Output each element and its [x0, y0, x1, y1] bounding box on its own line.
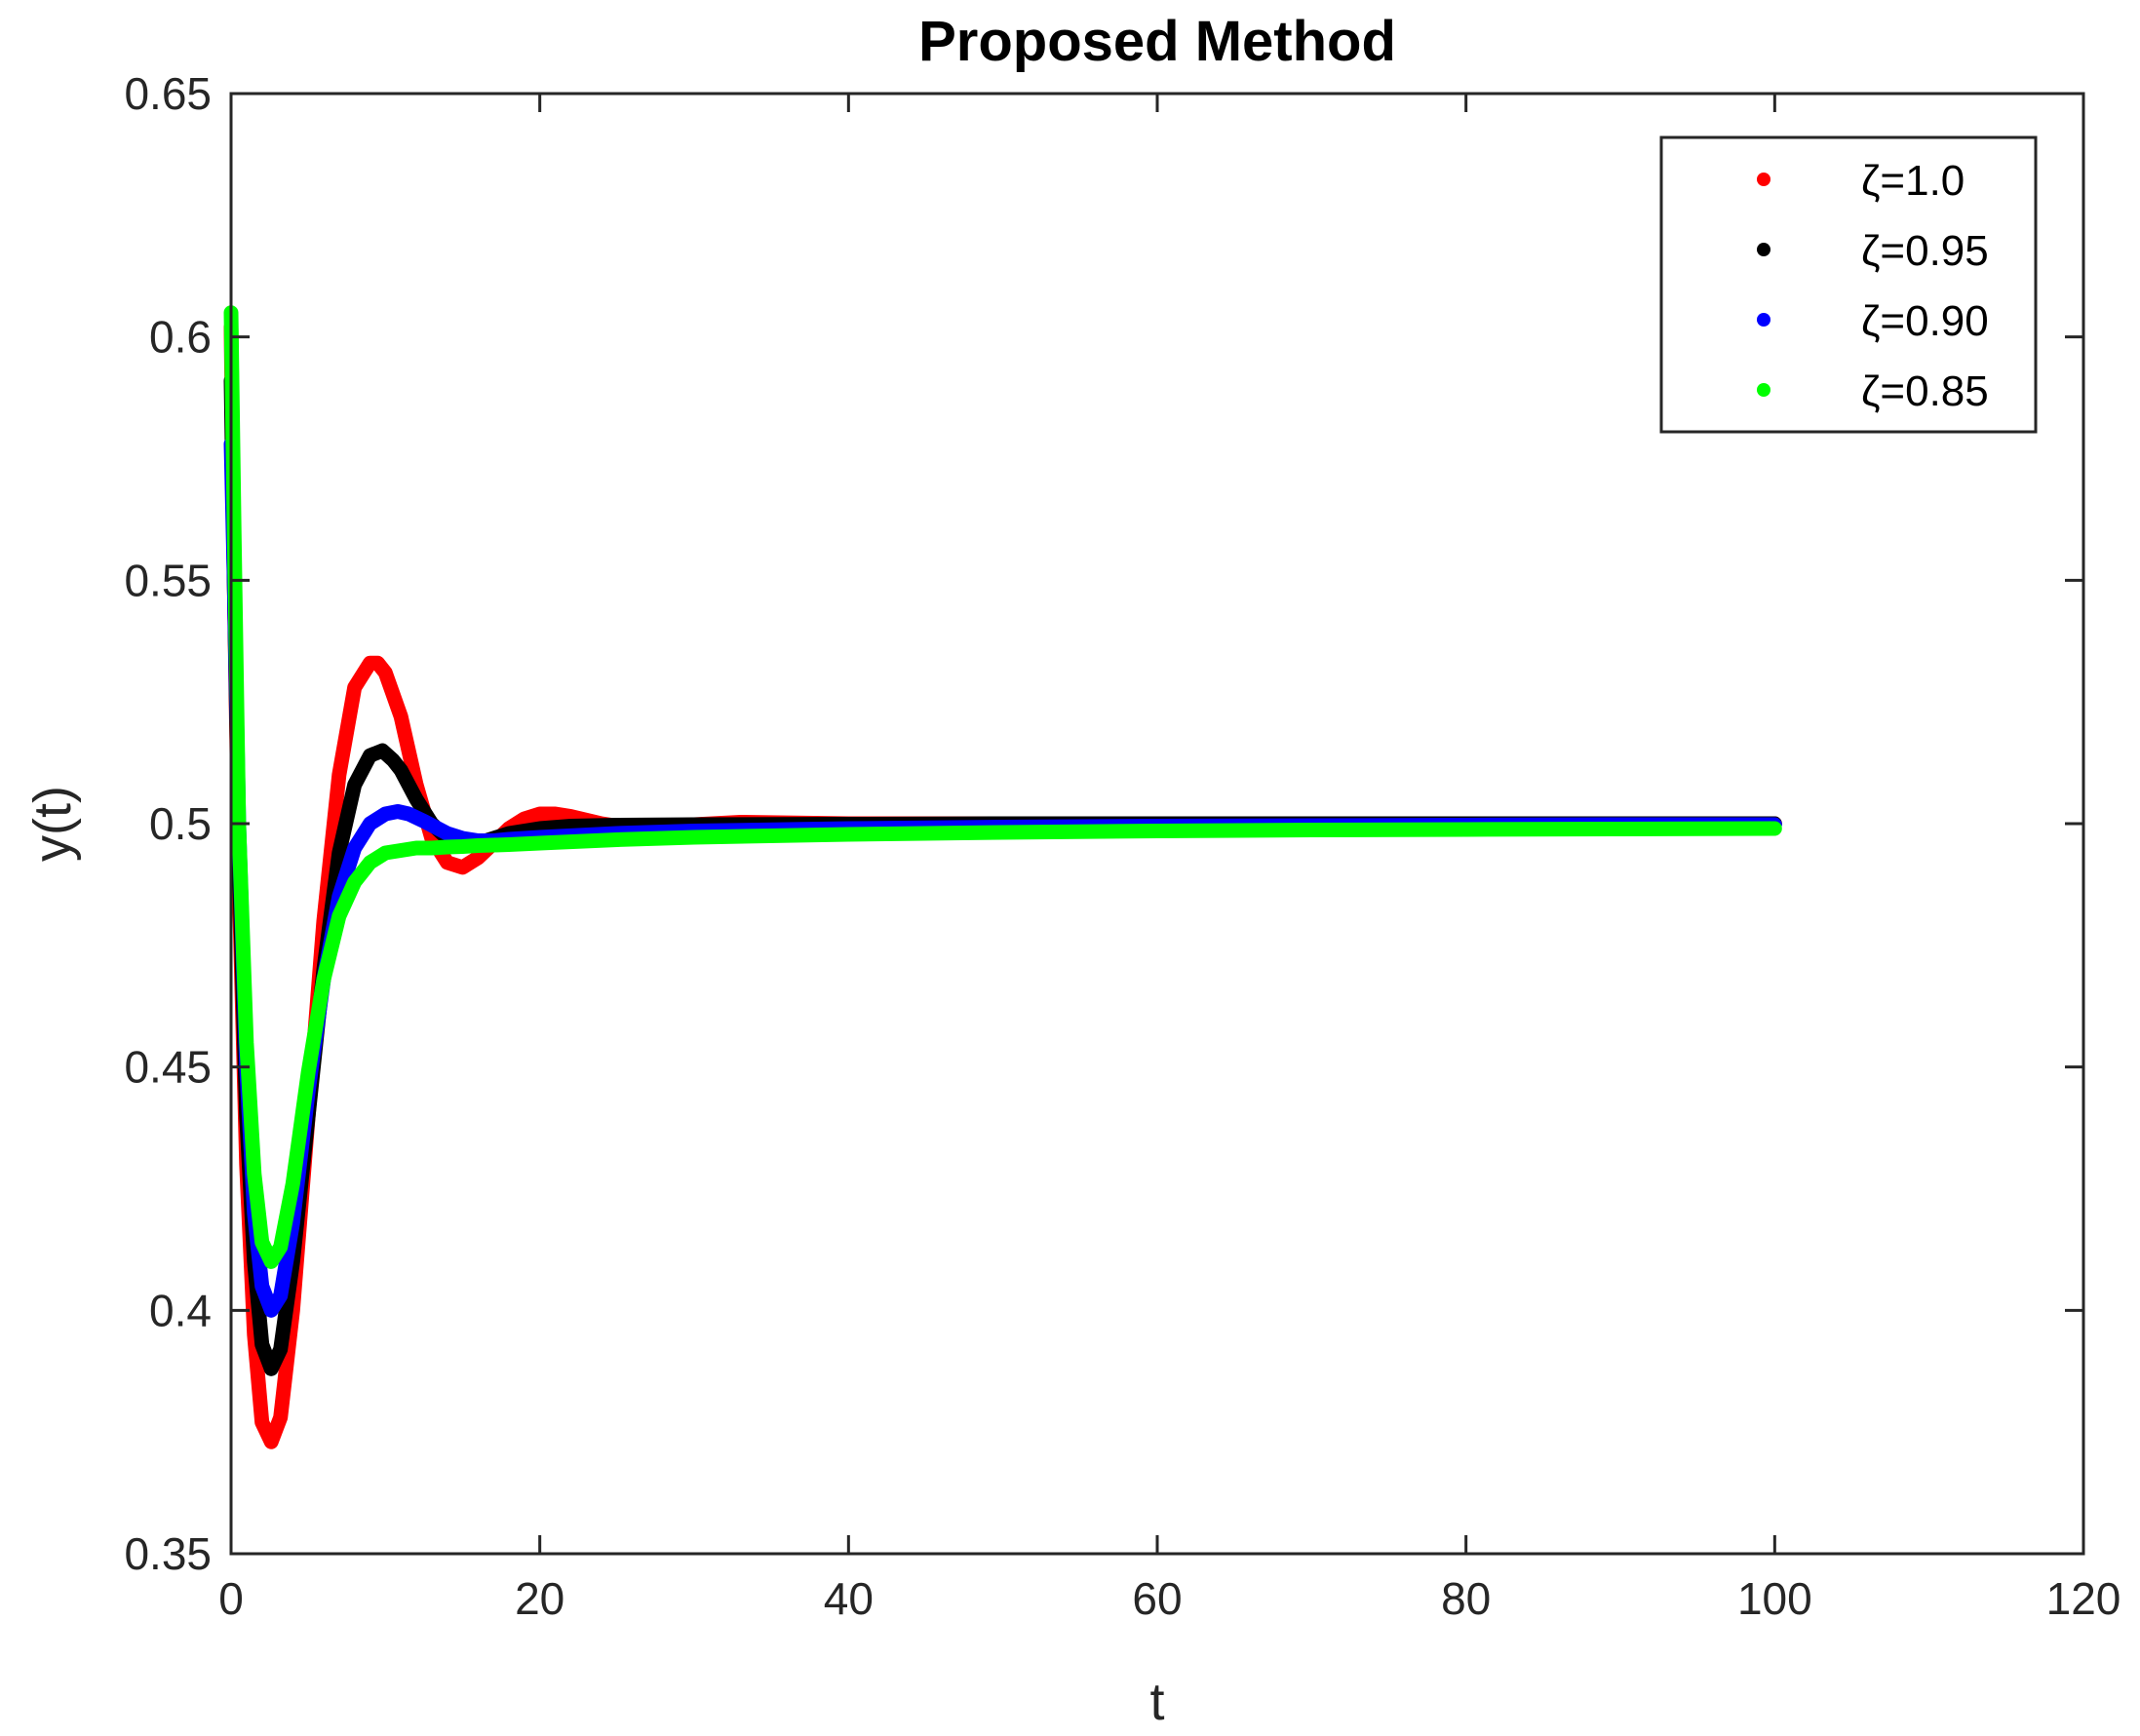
- x-tick-label: 20: [515, 1573, 564, 1624]
- series-4-point: [273, 1240, 288, 1254]
- series-2-point: [375, 744, 390, 758]
- series-2-point: [331, 846, 346, 860]
- legend-marker: [1757, 383, 1770, 397]
- x-tick-label: 120: [2046, 1573, 2121, 1624]
- series-2-point: [363, 749, 377, 763]
- series-4-point: [363, 855, 377, 869]
- legend-items: ζ=1.0 ζ=0.95 ζ=0.90 ζ=0.85: [1757, 157, 1989, 415]
- series-3-point: [402, 807, 416, 821]
- series-2-point: [254, 1337, 269, 1352]
- chart-title: Proposed Method: [918, 10, 1396, 73]
- series-3-point: [254, 1279, 269, 1293]
- series-1-point: [548, 807, 563, 821]
- series-2-point: [409, 792, 423, 806]
- series-4-point: [687, 830, 701, 844]
- series-2-point: [394, 763, 409, 778]
- x-axis-label: t: [1149, 1673, 1164, 1731]
- series-3-point: [273, 1289, 288, 1303]
- series-2-point: [386, 753, 401, 768]
- series-1-point: [378, 666, 393, 680]
- series-4-point: [1459, 823, 1473, 836]
- series-2-point: [347, 778, 362, 792]
- series-layer: [223, 305, 1782, 1449]
- series-4-point: [841, 828, 856, 841]
- series-1-point: [455, 860, 470, 874]
- series-3-point: [416, 814, 431, 829]
- series-3-point: [347, 841, 362, 855]
- series-4-point: [264, 1254, 279, 1269]
- series-4-point: [424, 841, 439, 855]
- series-4-point: [286, 1177, 300, 1191]
- y-axis-label: y(t): [23, 786, 82, 862]
- legend: ζ=1.0 ζ=0.95 ζ=0.90 ζ=0.85: [1659, 135, 2038, 434]
- legend-label: ζ=0.90: [1861, 297, 1989, 345]
- series-4-point: [486, 838, 501, 852]
- x-tick-label: 60: [1132, 1573, 1182, 1624]
- legend-label: ζ=0.95: [1861, 227, 1989, 275]
- y-tick-label: 0.4: [149, 1285, 212, 1335]
- y-tick-label: 0.35: [124, 1528, 212, 1579]
- series-4-point: [609, 832, 624, 847]
- series-4-point: [394, 843, 409, 858]
- series-4-point: [502, 837, 516, 852]
- series-1-point: [254, 1415, 269, 1430]
- series-3-point: [391, 804, 405, 819]
- x-tick-label: 0: [218, 1573, 244, 1624]
- series-4-point: [440, 840, 454, 854]
- series-4-point: [239, 1035, 253, 1050]
- y-tick-label: 0.45: [124, 1042, 212, 1093]
- legend-marker: [1757, 173, 1770, 186]
- series-4-point: [254, 1235, 269, 1250]
- legend-label: ζ=1.0: [1861, 157, 1965, 205]
- x-tick-label: 80: [1441, 1573, 1491, 1624]
- x-tick-label: 40: [824, 1573, 874, 1624]
- series-4-point: [317, 972, 331, 986]
- series-1-point: [517, 812, 531, 826]
- series-1-point: [264, 1435, 279, 1449]
- series-1-point: [331, 768, 346, 783]
- series-4-point: [995, 826, 1010, 839]
- x-tick-label: 100: [1737, 1573, 1812, 1624]
- series-4-point: [247, 1167, 261, 1181]
- series-4-point: [227, 524, 242, 539]
- series-4-point: [301, 1064, 316, 1079]
- legend-marker: [1757, 243, 1770, 256]
- ticks-layer: 0 20 40 60 80 100 120 0.35 0.4 0.45 0.5 0.55 0.6 0.65: [124, 68, 2121, 1624]
- y-tick-label: 0.65: [124, 68, 212, 119]
- series-4-point: [455, 839, 470, 854]
- series-1-point: [394, 710, 409, 724]
- series-4-point: [331, 908, 346, 923]
- series-1-point: [273, 1410, 288, 1425]
- series-1-point: [370, 656, 385, 671]
- series-4-point: [347, 874, 362, 889]
- series-1-point: [471, 851, 486, 865]
- y-tick-label: 0.55: [124, 555, 212, 605]
- series-4-point: [378, 846, 393, 860]
- series-4-point: [1150, 824, 1164, 838]
- series-2-point: [273, 1342, 288, 1357]
- y-tick-label: 0.5: [149, 798, 212, 849]
- series-4-point: [1614, 822, 1627, 836]
- series-4-point: [471, 838, 486, 853]
- series-3-point: [378, 807, 393, 821]
- series-1-point: [532, 807, 547, 821]
- y-tick-label: 0.6: [149, 312, 212, 363]
- legend-label: ζ=0.85: [1861, 367, 1989, 415]
- series-3-point: [440, 827, 454, 840]
- series-4-point: [1304, 823, 1319, 837]
- legend-box: [1659, 135, 2038, 434]
- legend-marker: [1757, 313, 1770, 327]
- series-4-point: [1768, 822, 1782, 835]
- series-4-point: [409, 841, 423, 855]
- series-3-point: [264, 1303, 279, 1318]
- series-1-point: [347, 680, 362, 695]
- series-3-point: [363, 817, 377, 830]
- series-1-point: [440, 855, 454, 869]
- series-4-point: [532, 836, 547, 850]
- series-2-point: [264, 1362, 279, 1376]
